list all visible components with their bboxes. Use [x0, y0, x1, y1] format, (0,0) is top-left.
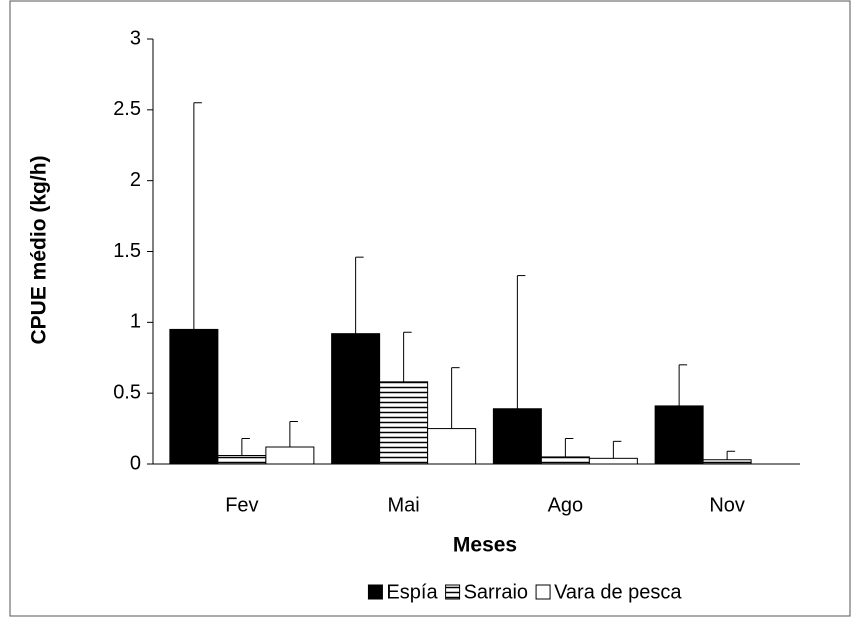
y-tick-label: 1 — [130, 311, 141, 333]
legend-label: Sarraio — [464, 581, 528, 603]
bar — [217, 455, 267, 465]
bar — [654, 405, 704, 465]
y-tick-label: 2 — [130, 169, 141, 191]
bar — [702, 459, 752, 465]
legend-swatch — [367, 584, 383, 600]
legend-label: Vara de pesca — [554, 581, 682, 603]
bar — [169, 328, 219, 465]
legend-swatch — [535, 584, 551, 600]
bar — [540, 456, 590, 465]
x-tick-label: Mai — [388, 494, 420, 516]
legend-swatch — [445, 584, 461, 600]
bar — [379, 381, 429, 465]
y-tick-label: 0.5 — [113, 381, 141, 403]
bar — [588, 457, 638, 465]
x-tick-label: Fev — [225, 494, 258, 516]
bar — [492, 408, 542, 465]
x-axis-label: Meses — [453, 534, 517, 557]
y-tick-label: 1.5 — [113, 240, 141, 262]
bar — [265, 446, 315, 465]
y-axis-label: CPUE médio (kg/h) — [28, 155, 51, 344]
y-tick-label: 0 — [130, 452, 141, 474]
y-tick-label: 3 — [130, 27, 141, 49]
bar — [427, 428, 477, 465]
legend-label: Espía — [386, 581, 438, 603]
bar — [331, 333, 381, 465]
x-tick-label: Ago — [548, 494, 584, 516]
frame — [9, 0, 851, 617]
x-tick-label: Nov — [709, 494, 745, 516]
y-tick-label: 2.5 — [113, 98, 141, 120]
